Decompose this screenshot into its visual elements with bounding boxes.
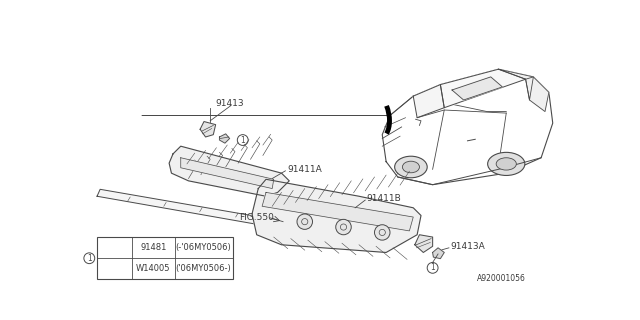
Polygon shape <box>262 192 413 231</box>
Polygon shape <box>252 179 421 252</box>
Polygon shape <box>525 77 549 112</box>
Polygon shape <box>382 69 553 185</box>
Text: 91481: 91481 <box>140 243 166 252</box>
Ellipse shape <box>403 161 419 173</box>
Ellipse shape <box>488 152 525 175</box>
Text: 91413A: 91413A <box>451 242 485 251</box>
Text: 91411B: 91411B <box>367 194 401 203</box>
Text: FIG.550: FIG.550 <box>239 212 274 221</box>
Bar <box>97 237 233 279</box>
Polygon shape <box>169 146 289 196</box>
Polygon shape <box>180 158 274 188</box>
Text: 1: 1 <box>430 263 435 272</box>
Polygon shape <box>499 69 533 100</box>
Text: (-'06MY0506): (-'06MY0506) <box>176 243 232 252</box>
Text: 1: 1 <box>87 254 92 263</box>
Circle shape <box>374 225 390 240</box>
Circle shape <box>336 219 351 235</box>
Polygon shape <box>200 122 216 137</box>
Circle shape <box>297 214 312 229</box>
Text: ('06MY0506-): ('06MY0506-) <box>176 264 232 273</box>
Polygon shape <box>413 84 444 118</box>
Polygon shape <box>440 69 525 108</box>
Ellipse shape <box>496 158 516 170</box>
Text: W14005: W14005 <box>136 264 170 273</box>
Polygon shape <box>97 189 305 232</box>
Polygon shape <box>433 248 444 259</box>
Text: 91411A: 91411A <box>288 165 323 174</box>
Text: 91413: 91413 <box>216 99 244 108</box>
Text: A920001056: A920001056 <box>477 274 525 283</box>
Ellipse shape <box>395 156 428 178</box>
Polygon shape <box>452 77 502 100</box>
Polygon shape <box>220 134 230 143</box>
Polygon shape <box>415 235 433 252</box>
Text: 1: 1 <box>241 136 245 145</box>
